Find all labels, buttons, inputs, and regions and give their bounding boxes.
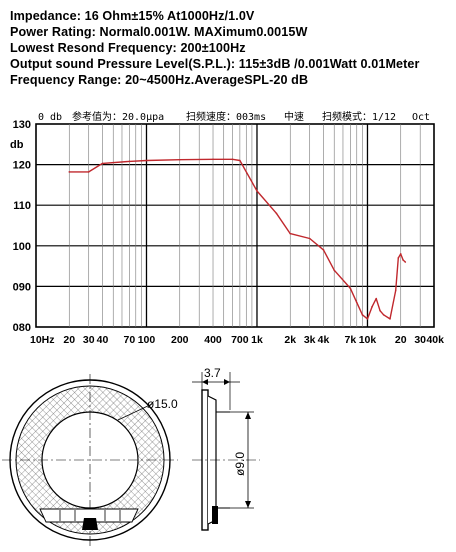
- y-tick-label: 130: [13, 119, 31, 131]
- data-point: [212, 158, 214, 161]
- header-sweep-speed: 扫频速度：003ms: [186, 110, 266, 123]
- data-point: [389, 318, 391, 320]
- data-point: [322, 249, 325, 251]
- x-tick-label: 700: [231, 334, 249, 346]
- data-point: [349, 287, 352, 290]
- data-point: [128, 160, 131, 163]
- data-point: [239, 159, 241, 162]
- spec-frequency-range: Frequency Range: 20~4500Hz.AverageSPL-20…: [10, 73, 309, 87]
- x-tick-label: 100: [138, 334, 156, 346]
- outer-diameter-leader: [117, 403, 153, 421]
- data-point: [87, 171, 90, 173]
- series-group: [68, 158, 407, 320]
- data-point: [382, 314, 385, 316]
- x-tick-label: 40: [97, 334, 109, 346]
- data-point: [375, 297, 378, 300]
- series-line: [69, 158, 406, 320]
- header-mode: 中速: [284, 110, 304, 123]
- x-tick-label: 30: [83, 334, 95, 346]
- x-tick-label: 10k: [359, 334, 377, 346]
- data-point: [145, 159, 148, 162]
- data-point: [289, 232, 292, 235]
- header-sweep-mode: 扫频模式：1/12: [322, 110, 396, 123]
- data-point: [366, 318, 369, 320]
- terminal-area: [39, 508, 139, 523]
- spec-impedance: Impedance: 16 Ohm±15% At1000Hz/1.0V: [10, 9, 255, 23]
- data-point: [402, 259, 404, 261]
- inner-diameter-label: ø9.0: [233, 452, 247, 476]
- data-point: [371, 305, 373, 308]
- x-tick-label: 30: [414, 334, 426, 346]
- y-tick-label: 080: [13, 322, 31, 334]
- data-point: [178, 158, 181, 161]
- data-point: [399, 253, 402, 255]
- thickness-label: 3.7: [204, 366, 221, 380]
- header-reference: 参考值为：20.0μpa: [72, 110, 164, 123]
- plot-frame: [35, 123, 435, 328]
- plot-grid: [36, 124, 434, 327]
- x-tick-label: 4k: [318, 334, 330, 346]
- x-tick-label: 70: [124, 334, 136, 346]
- speaker-front-view: ø15.0: [2, 374, 178, 546]
- data-point: [68, 171, 71, 173]
- data-point: [355, 301, 358, 304]
- y-tick-labels: 130 120 110 100 090 080: [13, 119, 31, 334]
- spec-power-rating: Power Rating: Normal0.001W. MAXimum0.001…: [10, 25, 308, 39]
- spec-spl: Output sound Pressure Level(S.P.L.): 115…: [10, 57, 420, 71]
- side-terminal: [212, 506, 218, 524]
- data-point: [397, 257, 400, 259]
- y-axis-label: db: [10, 139, 24, 151]
- x-tick-label: 200: [171, 334, 189, 346]
- spec-resonance: Lowest Resond Frequency: 200±100Hz: [10, 41, 246, 55]
- y-tick-label: 100: [13, 241, 31, 253]
- data-point: [256, 190, 258, 192]
- specifications: Impedance: 16 Ohm±15% At1000Hz/1.0V Powe…: [10, 8, 420, 88]
- data-point: [333, 269, 336, 271]
- y-tick-label: 090: [13, 281, 31, 293]
- x-tick-label: 20: [395, 334, 407, 346]
- x-tick-label: 20: [63, 334, 75, 346]
- x-tick-labels: 10Hz 20 30 40 70 100 200 400 700 1k 2k 3k 4k 7k 10k 20 3…: [30, 334, 444, 346]
- x-tick-label: 7k: [345, 334, 357, 346]
- terminal-tab: [82, 518, 98, 530]
- speaker-side-view: 3.7 ø9.0: [192, 366, 260, 531]
- x-tick-label: 40k: [426, 334, 444, 346]
- header-oct: Oct: [412, 112, 430, 123]
- data-point: [404, 261, 407, 263]
- outer-diameter-label: ø15.0: [147, 397, 178, 411]
- x-tick-label: 3k: [304, 334, 316, 346]
- data-point: [231, 158, 234, 161]
- data-point: [379, 309, 381, 312]
- data-point: [308, 237, 311, 240]
- x-tick-label: 400: [204, 334, 222, 346]
- x-tick-label: 1k: [251, 334, 263, 346]
- y-tick-label: 120: [13, 160, 31, 172]
- data-point: [361, 314, 364, 316]
- header-db-ref: 0 db: [38, 112, 62, 123]
- x-tick-label: 2k: [284, 334, 296, 346]
- data-point: [394, 289, 397, 292]
- data-point: [275, 212, 278, 215]
- y-tick-label: 110: [13, 200, 31, 212]
- x-tick-label: 10Hz: [30, 334, 55, 346]
- data-point: [101, 162, 104, 165]
